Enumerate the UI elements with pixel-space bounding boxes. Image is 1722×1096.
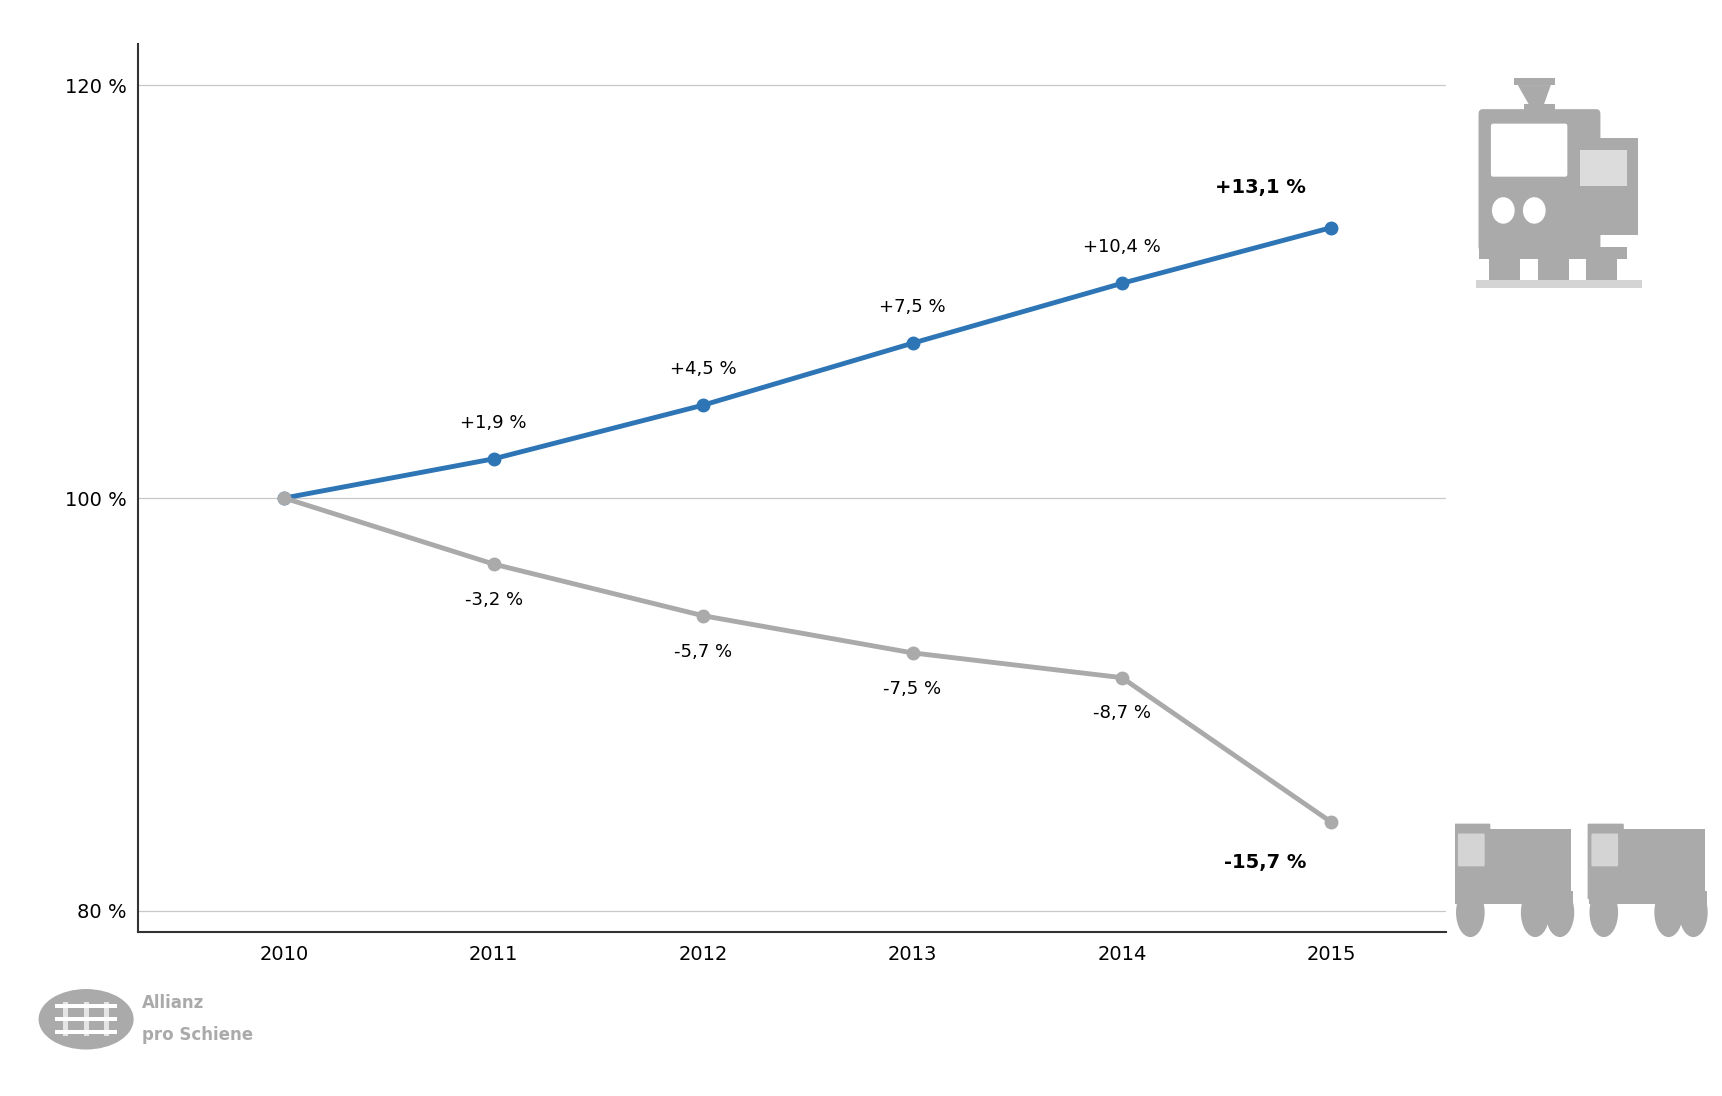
Text: +1,9 %: +1,9 %	[460, 414, 527, 432]
Text: pro Schiene: pro Schiene	[141, 1026, 253, 1044]
Bar	[1479, 247, 1627, 259]
FancyBboxPatch shape	[1479, 110, 1600, 251]
Text: -7,5 %: -7,5 %	[883, 680, 942, 698]
Circle shape	[1521, 888, 1550, 937]
Bar	[1588, 891, 1707, 904]
Bar	[55, 1004, 117, 1008]
Bar	[1619, 829, 1705, 891]
Bar	[1514, 78, 1555, 85]
FancyBboxPatch shape	[1591, 833, 1619, 866]
Circle shape	[1546, 888, 1574, 937]
Text: -8,7 %: -8,7 %	[1093, 705, 1150, 722]
Text: -3,2 %: -3,2 %	[465, 591, 523, 609]
Circle shape	[1491, 197, 1515, 224]
Bar	[1579, 150, 1627, 186]
Bar	[1586, 259, 1617, 281]
FancyBboxPatch shape	[1459, 833, 1484, 866]
FancyBboxPatch shape	[1453, 824, 1490, 899]
Bar	[84, 1002, 88, 1037]
Text: +7,5 %: +7,5 %	[880, 298, 945, 317]
Bar	[105, 1002, 108, 1037]
Text: +4,5 %: +4,5 %	[670, 361, 737, 378]
Bar	[1524, 104, 1555, 114]
Bar	[1565, 138, 1638, 235]
Bar	[55, 1017, 117, 1021]
Bar	[55, 1030, 117, 1035]
Bar	[1538, 259, 1569, 281]
FancyBboxPatch shape	[1588, 824, 1624, 899]
Circle shape	[1457, 888, 1484, 937]
Circle shape	[1679, 888, 1708, 937]
Text: -5,7 %: -5,7 %	[673, 642, 732, 661]
Text: Allianz: Allianz	[141, 994, 205, 1013]
Text: +13,1 %: +13,1 %	[1216, 178, 1307, 196]
Circle shape	[1589, 888, 1619, 937]
Bar	[1486, 829, 1572, 891]
Circle shape	[1522, 197, 1546, 224]
Bar	[1455, 891, 1574, 904]
Circle shape	[38, 989, 134, 1050]
FancyBboxPatch shape	[1491, 124, 1567, 176]
Bar	[64, 1002, 67, 1037]
Polygon shape	[1517, 85, 1552, 114]
Text: -15,7 %: -15,7 %	[1224, 853, 1307, 872]
Circle shape	[1655, 888, 1682, 937]
Bar	[1476, 281, 1641, 287]
Text: +10,4 %: +10,4 %	[1083, 239, 1161, 256]
Bar	[1490, 259, 1521, 281]
